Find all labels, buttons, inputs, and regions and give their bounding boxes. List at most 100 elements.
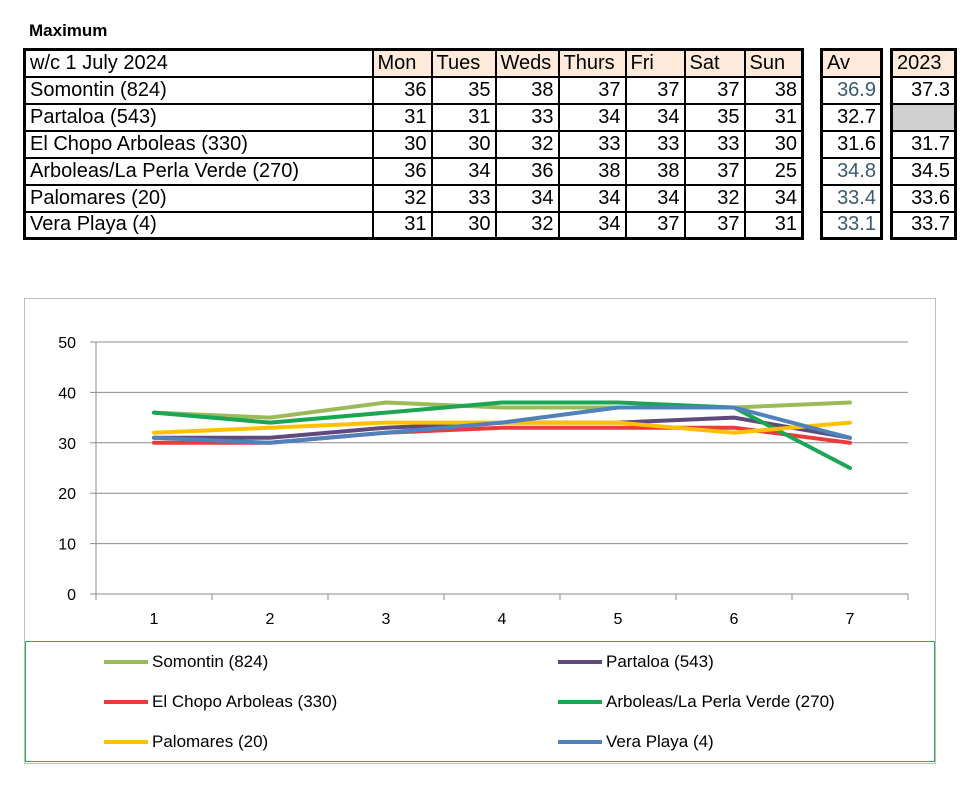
table-row: Palomares (20) 32 33 34 34 34 32 34 bbox=[23, 183, 804, 213]
table-cell: 37 bbox=[624, 75, 686, 105]
table-cell: 36 bbox=[494, 156, 560, 186]
legend-label: El Chopo Arboleas (330) bbox=[152, 692, 338, 711]
table-cell: 32 bbox=[494, 129, 560, 159]
table-cell: 37 bbox=[683, 210, 746, 240]
table-cell: 32 bbox=[494, 210, 560, 240]
average-cell: 34.8 bbox=[820, 156, 883, 186]
legend-label: Palomares (20) bbox=[152, 732, 269, 751]
y-tick-label: 30 bbox=[58, 436, 76, 453]
legend-item: Partaloa (543) bbox=[558, 650, 714, 674]
table-cell: 30 bbox=[430, 129, 497, 159]
table-row: Arboleas/La Perla Verde (270) 36 34 36 3… bbox=[23, 156, 804, 186]
average-cell: 32.7 bbox=[820, 102, 883, 132]
table-cell: 38 bbox=[743, 75, 804, 105]
legend-swatch bbox=[558, 740, 602, 744]
x-tick-label: 6 bbox=[730, 611, 739, 628]
table-cell: 31 bbox=[371, 210, 433, 240]
x-tick-label: 2 bbox=[266, 611, 275, 628]
y-tick-label: 50 bbox=[58, 335, 76, 352]
station-name: Arboleas/La Perla Verde (270) bbox=[23, 156, 374, 186]
year-2023-table: 2023 37.3 31.7 34.5 33.6 33.7 bbox=[890, 48, 957, 240]
legend-label: Partaloa (543) bbox=[606, 652, 714, 671]
year-2023-cell-missing bbox=[890, 102, 957, 132]
station-name: Vera Playa (4) bbox=[23, 210, 374, 240]
table-cell: 31 bbox=[430, 102, 497, 132]
table-cell: 34 bbox=[430, 156, 497, 186]
legend-item: Somontin (824) bbox=[104, 650, 268, 674]
table-cell: 33 bbox=[494, 102, 560, 132]
x-tick-label: 5 bbox=[614, 611, 623, 628]
y-tick-label: 10 bbox=[58, 537, 76, 554]
table-cell: 31 bbox=[743, 102, 804, 132]
table-row: Vera Playa (4) 31 30 32 34 37 37 31 bbox=[23, 210, 804, 240]
header-weds: Weds bbox=[494, 48, 560, 78]
year-2023-cell: 33.6 bbox=[890, 183, 957, 213]
legend-swatch bbox=[104, 660, 148, 664]
chart-area bbox=[24, 298, 936, 764]
x-tick-label: 3 bbox=[382, 611, 391, 628]
temperature-table: w/c 1 July 2024 Mon Tues Weds Thurs Fri … bbox=[23, 48, 804, 240]
table-cell: 37 bbox=[557, 75, 627, 105]
table-header-row: w/c 1 July 2024 Mon Tues Weds Thurs Fri … bbox=[23, 48, 804, 78]
x-tick-label: 1 bbox=[150, 611, 159, 628]
year-2023-cell: 37.3 bbox=[890, 75, 957, 105]
table-cell: 34 bbox=[557, 102, 627, 132]
station-name: Palomares (20) bbox=[23, 183, 374, 213]
header-fri: Fri bbox=[624, 48, 686, 78]
table-cell: 37 bbox=[683, 156, 746, 186]
line-chart: 0 10 20 30 40 50 1 2 3 4 5 6 7 bbox=[58, 335, 909, 628]
legend-label: Somontin (824) bbox=[152, 652, 269, 671]
station-name: Somontin (824) bbox=[23, 75, 374, 105]
legend-item: Palomares (20) bbox=[104, 730, 268, 754]
station-name: El Chopo Arboleas (330) bbox=[23, 129, 374, 159]
x-tick-label: 7 bbox=[846, 611, 855, 628]
legend-label: Arboleas/La Perla Verde (270) bbox=[606, 692, 835, 711]
header-tues: Tues bbox=[430, 48, 497, 78]
table-row: El Chopo Arboleas (330) 30 30 32 33 33 3… bbox=[23, 129, 804, 159]
table-cell: 38 bbox=[557, 156, 627, 186]
table-cell: 36 bbox=[371, 156, 433, 186]
average-cell: 33.4 bbox=[820, 183, 883, 213]
table-cell: 30 bbox=[371, 129, 433, 159]
year-2023-cell: 33.7 bbox=[890, 210, 957, 240]
table-cell: 36 bbox=[371, 75, 433, 105]
legend-label: Vera Playa (4) bbox=[606, 732, 714, 751]
header-sun: Sun bbox=[743, 48, 804, 78]
table-row: Partaloa (543) 31 31 33 34 34 35 31 bbox=[23, 102, 804, 132]
table-cell: 30 bbox=[430, 210, 497, 240]
legend-swatch bbox=[104, 740, 148, 744]
table-cell: 35 bbox=[430, 75, 497, 105]
table-cell: 32 bbox=[371, 183, 433, 213]
station-name: Partaloa (543) bbox=[23, 102, 374, 132]
average-table: Av 36.9 32.7 31.6 34.8 33.4 33.1 bbox=[820, 48, 883, 240]
year-2023-cell: 34.5 bbox=[890, 156, 957, 186]
y-tick-label: 20 bbox=[58, 486, 76, 503]
table-cell: 34 bbox=[743, 183, 804, 213]
year-2023-cell: 31.7 bbox=[890, 129, 957, 159]
table-cell: 33 bbox=[557, 129, 627, 159]
header-mon: Mon bbox=[371, 48, 433, 78]
header-sat: Sat bbox=[683, 48, 746, 78]
table-cell: 31 bbox=[371, 102, 433, 132]
table-cell: 34 bbox=[624, 102, 686, 132]
header-week: w/c 1 July 2024 bbox=[23, 48, 374, 78]
average-cell: 36.9 bbox=[820, 75, 883, 105]
table-cell: 34 bbox=[557, 210, 627, 240]
table-cell: 33 bbox=[624, 129, 686, 159]
table-cell: 25 bbox=[743, 156, 804, 186]
table-cell: 34 bbox=[624, 183, 686, 213]
average-cell: 31.6 bbox=[820, 129, 883, 159]
table-cell: 38 bbox=[494, 75, 560, 105]
table-cell: 30 bbox=[743, 129, 804, 159]
header-thurs: Thurs bbox=[557, 48, 627, 78]
table-cell: 31 bbox=[743, 210, 804, 240]
legend-swatch bbox=[558, 660, 602, 664]
average-cell: 33.1 bbox=[820, 210, 883, 240]
table-cell: 38 bbox=[624, 156, 686, 186]
chart-legend: Somontin (824) Partaloa (543) El Chopo Arb… bbox=[25, 641, 935, 762]
table-cell: 32 bbox=[683, 183, 746, 213]
series-line-6 bbox=[152, 405, 852, 445]
legend-item: El Chopo Arboleas (330) bbox=[104, 690, 337, 714]
y-tick-label: 40 bbox=[58, 385, 76, 402]
page-title: Maximum bbox=[29, 21, 108, 40]
